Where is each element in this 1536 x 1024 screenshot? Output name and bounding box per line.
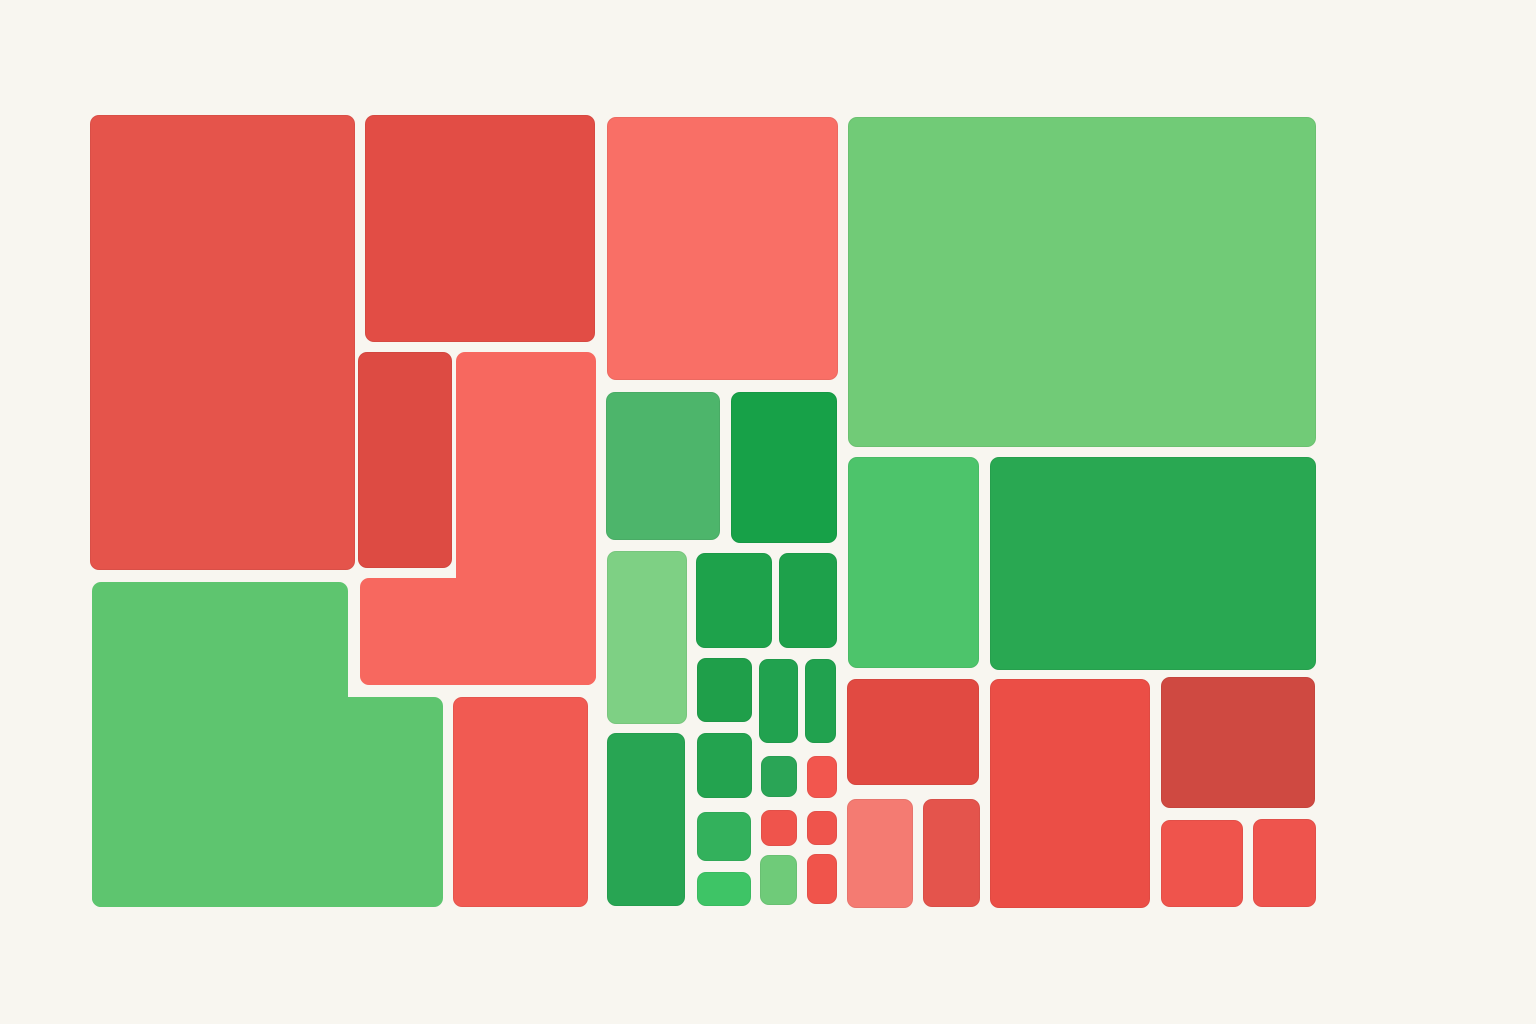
tile-mid-red-d [807, 854, 837, 904]
tile-mid-green-i [607, 733, 685, 906]
tile-mid-green-m [697, 872, 751, 906]
tile-mid-green-e [779, 553, 837, 648]
tile-mid-green-f [697, 658, 752, 722]
tile-left-red-top [365, 115, 595, 342]
tile-mid-green-b [731, 392, 837, 543]
tile-right-green-xl [848, 117, 1316, 447]
tile-mid-green-l [697, 812, 751, 861]
tile-right-red-d [1253, 819, 1316, 907]
tile-right-red-dark [1161, 677, 1315, 808]
tile-left-salmon-bottom [453, 697, 588, 907]
tile-mid-green-k [761, 756, 797, 797]
tile-mid-green-c [607, 551, 687, 724]
tile-right-red-lg [990, 679, 1150, 908]
tile-mid-red-a [807, 756, 837, 798]
tile-right-red-a [847, 679, 979, 785]
tile-mid-red-b [761, 810, 797, 846]
tile-left-red-mid [358, 352, 452, 568]
tile-right-salmon-sm [847, 799, 913, 908]
tile-right-red-b [923, 799, 980, 907]
tile-mid-green-h [805, 659, 836, 743]
tile-mid-green-g [759, 659, 798, 743]
tile-right-red-c [1161, 820, 1243, 907]
tile-mid-salmon-top [607, 117, 838, 380]
tile-right-green-lg [990, 457, 1316, 670]
tile-left-green-l-part2 [92, 697, 443, 907]
tile-mid-green-a [606, 392, 720, 540]
tile-mid-green-j [697, 733, 752, 798]
tile-left-salmon-l-part2 [360, 578, 596, 685]
tile-right-green-md [848, 457, 979, 668]
tile-mid-green-d [696, 553, 772, 648]
tile-mid-green-n [760, 855, 797, 905]
tile-left-red-xl [90, 115, 355, 570]
tile-mid-red-c [807, 811, 837, 845]
